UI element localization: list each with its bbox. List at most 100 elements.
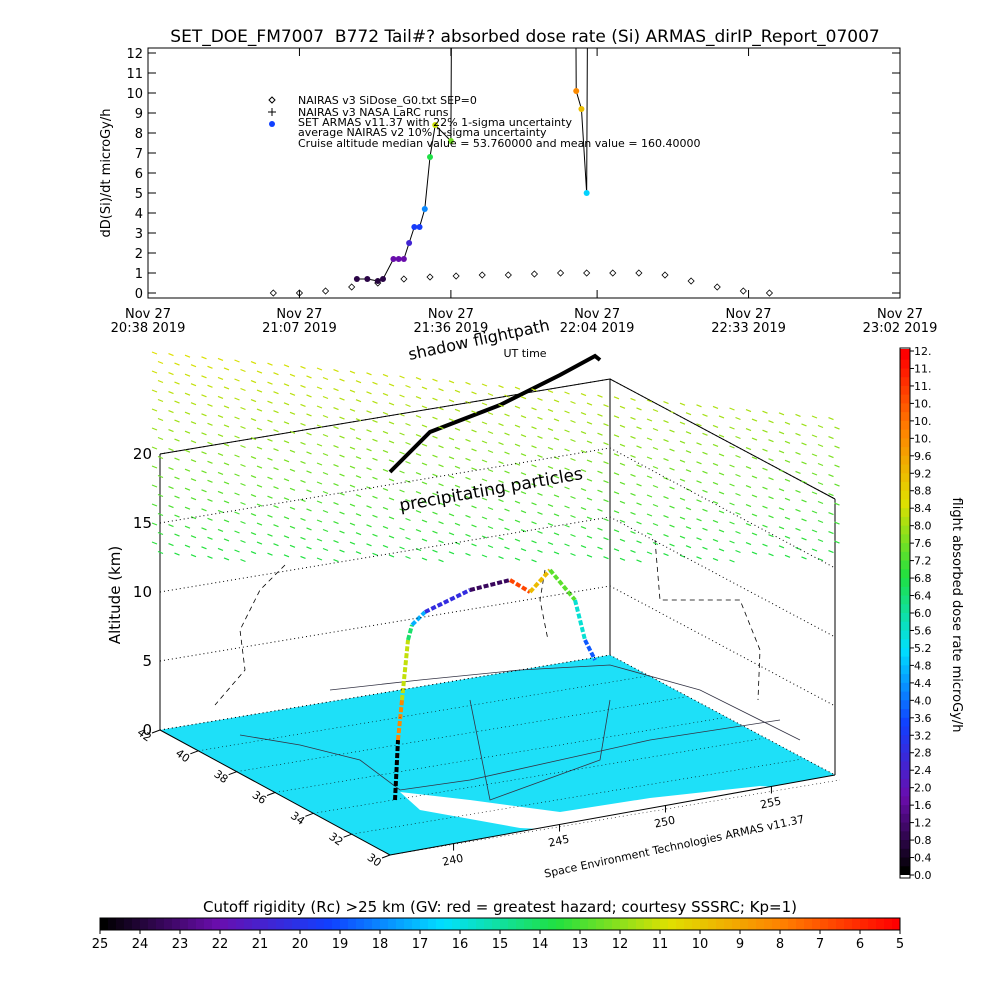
particle <box>487 468 494 473</box>
particle <box>454 503 461 507</box>
particle <box>630 549 636 553</box>
particle <box>663 420 669 424</box>
colorbar-tick-label: 10. <box>914 432 932 445</box>
particle <box>174 533 180 537</box>
particle <box>438 521 444 525</box>
colorbar-cell <box>900 654 910 666</box>
particle <box>745 504 752 508</box>
particle <box>223 405 230 409</box>
particle <box>256 541 263 545</box>
particle <box>151 370 158 374</box>
particle <box>382 411 389 415</box>
colorbar-cell <box>436 918 445 930</box>
particle <box>481 440 488 444</box>
colorbar-cell <box>764 918 773 930</box>
colorbar-cell <box>900 707 910 718</box>
particle <box>613 472 620 476</box>
particle <box>168 391 174 395</box>
particle <box>217 509 224 513</box>
particle <box>811 472 818 476</box>
particle <box>454 408 461 412</box>
particle <box>151 484 158 488</box>
particle <box>580 526 587 530</box>
data-point <box>426 273 434 281</box>
particle <box>762 429 768 433</box>
particle <box>382 525 389 529</box>
particle <box>597 451 603 455</box>
particle <box>174 552 180 556</box>
particle <box>663 534 669 538</box>
particle <box>795 432 801 436</box>
particle <box>679 440 686 444</box>
particle <box>157 436 164 441</box>
x-tick-label: Nov 27 <box>877 307 923 322</box>
z-tick-label: 20 <box>133 445 152 463</box>
particle <box>168 429 174 433</box>
particle <box>471 486 477 490</box>
colorbar-cell <box>540 918 549 930</box>
particle <box>333 559 339 563</box>
particle <box>729 540 735 544</box>
particle <box>811 434 818 438</box>
particle <box>504 508 510 512</box>
colorbar-cell <box>452 918 461 930</box>
particle <box>547 522 554 526</box>
colorbar-cell <box>748 918 757 930</box>
particle <box>349 522 356 526</box>
colorbar-cell <box>316 918 325 930</box>
particle <box>372 438 378 442</box>
particle <box>405 441 411 446</box>
particle <box>828 512 834 516</box>
particle <box>366 505 372 509</box>
particle <box>537 454 543 458</box>
particle <box>454 446 461 450</box>
particle <box>834 521 840 525</box>
particle <box>619 519 626 523</box>
y-tick-label: 4 <box>135 207 143 222</box>
particle <box>421 538 428 542</box>
particle <box>619 481 626 485</box>
particle <box>399 546 405 550</box>
data-point <box>416 224 423 230</box>
colorbar-cell <box>660 918 669 930</box>
particle <box>564 486 570 490</box>
particle <box>520 453 527 457</box>
particle <box>784 421 791 425</box>
particle <box>597 546 603 550</box>
colorbar-cell <box>812 918 821 930</box>
grid-line <box>389 779 841 856</box>
particle <box>415 415 422 419</box>
colorbar-cell <box>492 918 501 930</box>
colorbar-tick-label: 7.6 <box>914 537 932 550</box>
data-point <box>348 283 356 291</box>
particle <box>372 457 378 461</box>
particle <box>817 519 824 524</box>
particle <box>531 426 537 430</box>
particle <box>399 451 405 455</box>
particle <box>448 418 455 422</box>
particle <box>729 464 735 468</box>
particle <box>811 510 818 514</box>
colorbar-cell <box>116 918 125 930</box>
particle <box>487 449 494 454</box>
colorbar-cell <box>476 918 485 930</box>
data-point <box>556 269 565 277</box>
particle <box>520 529 527 533</box>
particle <box>669 524 675 528</box>
colorbar-tick-label: 9.6 <box>914 450 932 463</box>
colorbar-cell <box>284 918 293 930</box>
colorbar-tick-label: 0.4 <box>914 852 932 865</box>
particle <box>256 389 263 393</box>
particle <box>729 521 735 525</box>
particle <box>778 412 785 416</box>
particle <box>273 467 279 471</box>
data-point <box>583 190 590 196</box>
colorbar-tick-label: 25 <box>92 937 109 952</box>
particle <box>234 454 240 458</box>
particle <box>168 372 174 376</box>
colorbar-cell <box>268 918 277 930</box>
particle <box>184 411 191 415</box>
particle <box>151 522 158 526</box>
particle <box>273 448 279 452</box>
particle <box>669 543 675 547</box>
